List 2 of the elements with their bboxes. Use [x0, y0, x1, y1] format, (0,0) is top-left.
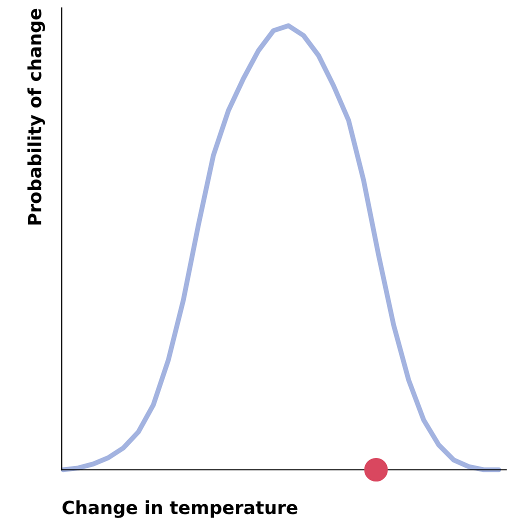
- y-axis-title: Probability of change: [27, 8, 46, 224]
- x-axis-title: Change in temperature: [62, 500, 298, 518]
